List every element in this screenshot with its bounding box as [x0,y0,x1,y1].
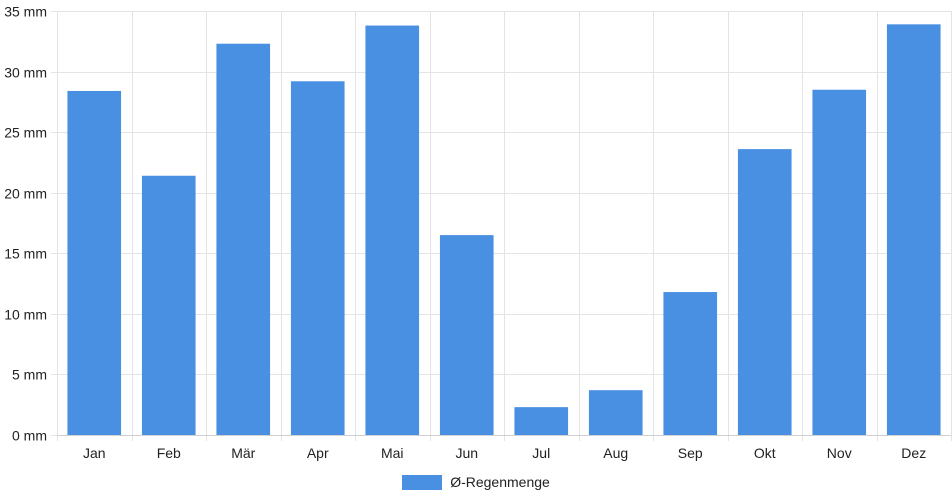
bar-jan [67,90,122,435]
x-tick-label: Sep [678,445,703,461]
bar-nov [812,89,867,435]
bar-mai [365,25,420,436]
x-tick-label: Nov [827,445,852,461]
bar-apr [290,81,345,436]
bar-okt [737,149,792,436]
x-tick-label: Mai [381,445,404,461]
legend-label: Ø-Regenmenge [450,474,550,490]
x-tick-label: Jul [532,445,550,461]
legend-swatch [402,474,443,490]
x-tick-label: Aug [603,445,628,461]
x-tick-label: Mär [231,445,255,461]
bar-jul [514,407,569,435]
bar-sep [663,292,718,435]
x-tick-label: Jun [455,445,478,461]
x-tick-label: Apr [307,445,329,461]
chart-legend[interactable]: Ø-Regenmenge [0,472,952,492]
chart-canvas: 0 mm 5 mm 10 mm 15 mm 20 mm 25 mm 30 mm 35 mm Ja… [4,4,952,461]
y-tick-label: 25 mm [4,125,47,141]
x-tick-label: Jan [83,445,106,461]
y-tick-label: 20 mm [4,186,47,202]
y-tick-label: 10 mm [4,307,47,323]
y-tick-label: 0 mm [12,428,47,444]
x-tick-label: Dez [901,445,926,461]
bar-jun [439,235,494,435]
y-tick-label: 15 mm [4,246,47,262]
y-tick-label: 30 mm [4,65,47,81]
y-tick-label: 5 mm [12,367,47,383]
bar-dez [886,24,941,435]
bar-feb [141,175,196,436]
x-tick-label: Okt [754,445,776,461]
bar-aug [588,390,643,435]
bar-mär [216,43,271,436]
y-tick-label: 35 mm [4,4,47,20]
x-tick-label: Feb [157,445,181,461]
